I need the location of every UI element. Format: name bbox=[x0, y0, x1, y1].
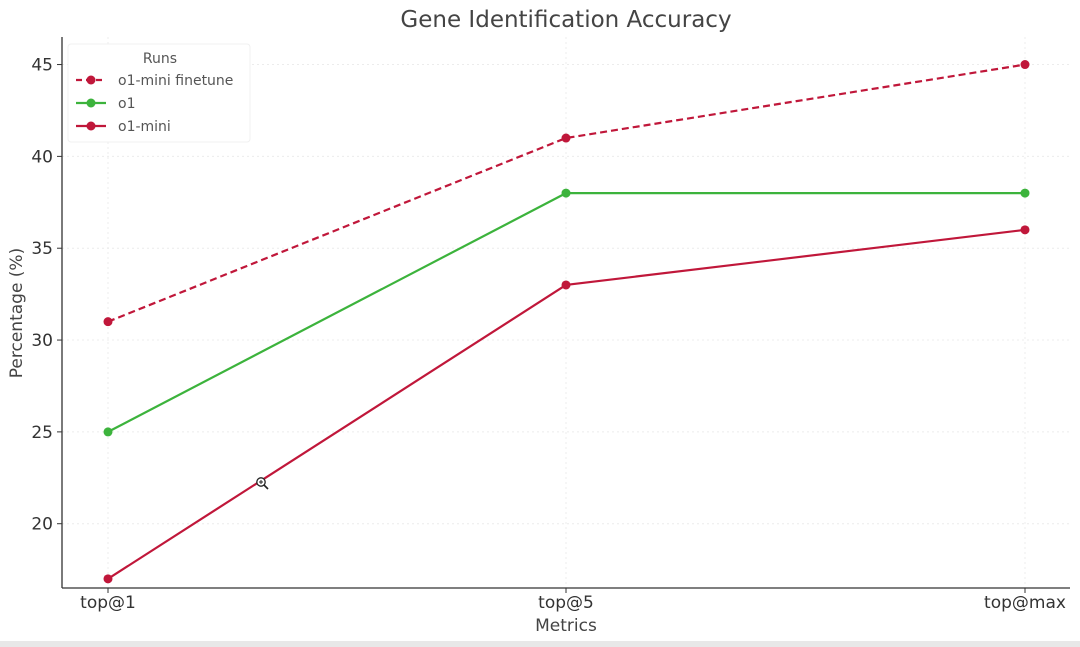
series bbox=[103, 60, 1030, 584]
legend-label: o1-mini bbox=[118, 119, 171, 135]
x-axis-label: Metrics bbox=[535, 616, 597, 636]
data-point bbox=[561, 188, 571, 198]
chart-title: Gene Identification Accuracy bbox=[400, 7, 731, 33]
data-point bbox=[103, 317, 113, 327]
x-tick-label: top@1 bbox=[80, 593, 136, 613]
y-tick-label: 25 bbox=[31, 423, 53, 443]
legend-entries: o1-mini finetune o1 o1-mini bbox=[76, 73, 233, 135]
y-tick-label: 45 bbox=[31, 56, 53, 76]
series-line bbox=[107, 63, 1026, 323]
legend-swatch-marker bbox=[86, 121, 96, 131]
series-o1-mini-finetune bbox=[103, 60, 1030, 327]
data-point bbox=[1020, 225, 1030, 235]
legend-entry: o1 bbox=[76, 96, 135, 112]
legend-label: o1 bbox=[118, 96, 135, 112]
x-tick-label: top@max bbox=[984, 593, 1066, 613]
y-tick-label: 40 bbox=[31, 147, 53, 167]
y-tick-label: 35 bbox=[31, 239, 53, 259]
y-tick-label: 30 bbox=[31, 331, 53, 351]
bottom-edge bbox=[0, 641, 1080, 647]
data-point bbox=[1020, 60, 1030, 70]
x-tick-label: top@5 bbox=[538, 593, 594, 613]
legend-label: o1-mini finetune bbox=[118, 73, 233, 89]
y-tick-label: 20 bbox=[31, 515, 53, 535]
legend-swatch-marker bbox=[86, 75, 96, 85]
series-o1-mini bbox=[103, 225, 1030, 584]
data-point bbox=[103, 427, 113, 437]
tick-labels: 20 25 30 35 40 45 top@1 top@5 top@max bbox=[31, 56, 1066, 613]
legend-entry: o1-mini finetune bbox=[76, 73, 233, 89]
data-point bbox=[561, 133, 571, 143]
legend-swatch-marker bbox=[86, 98, 96, 108]
series-o1 bbox=[103, 188, 1030, 437]
data-point bbox=[1020, 188, 1030, 198]
data-point bbox=[103, 574, 113, 584]
legend: Runs o1-mini finetune o1 o1-mini bbox=[67, 43, 251, 143]
y-axis-label: Percentage (%) bbox=[7, 248, 27, 378]
legend-title: Runs bbox=[143, 51, 177, 67]
zoom-cursor-icon bbox=[256, 477, 269, 490]
data-point bbox=[561, 280, 571, 290]
legend-entry: o1-mini bbox=[76, 119, 171, 135]
legend-box bbox=[67, 43, 251, 143]
